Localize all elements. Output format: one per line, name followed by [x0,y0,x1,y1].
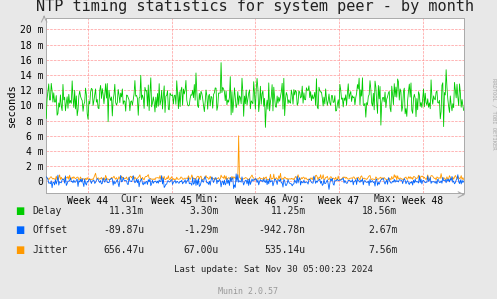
Text: -942.78n: -942.78n [258,225,306,235]
Text: Last update: Sat Nov 30 05:00:23 2024: Last update: Sat Nov 30 05:00:23 2024 [174,265,373,274]
Text: 656.47u: 656.47u [103,245,144,255]
Text: 18.56m: 18.56m [362,206,398,216]
Text: 535.14u: 535.14u [264,245,306,255]
Y-axis label: seconds: seconds [7,83,17,127]
Title: NTP timing statistics for system peer - by month: NTP timing statistics for system peer - … [36,0,474,14]
Text: 7.56m: 7.56m [368,245,398,255]
Text: ■: ■ [15,245,24,255]
Text: ■: ■ [15,225,24,235]
Text: ■: ■ [15,206,24,216]
Text: 11.31m: 11.31m [109,206,144,216]
Text: Min:: Min: [195,194,219,204]
Text: -89.87u: -89.87u [103,225,144,235]
Text: -1.29m: -1.29m [183,225,219,235]
Text: Offset: Offset [32,225,68,235]
Text: 67.00u: 67.00u [183,245,219,255]
Text: 11.25m: 11.25m [270,206,306,216]
Text: Jitter: Jitter [32,245,68,255]
Text: Max:: Max: [374,194,398,204]
Text: 3.30m: 3.30m [189,206,219,216]
Text: Cur:: Cur: [121,194,144,204]
Text: RRDTOOL / TOBI OETIKER: RRDTOOL / TOBI OETIKER [491,78,496,150]
Text: Avg:: Avg: [282,194,306,204]
Text: Delay: Delay [32,206,62,216]
Text: Munin 2.0.57: Munin 2.0.57 [219,287,278,296]
Text: 2.67m: 2.67m [368,225,398,235]
